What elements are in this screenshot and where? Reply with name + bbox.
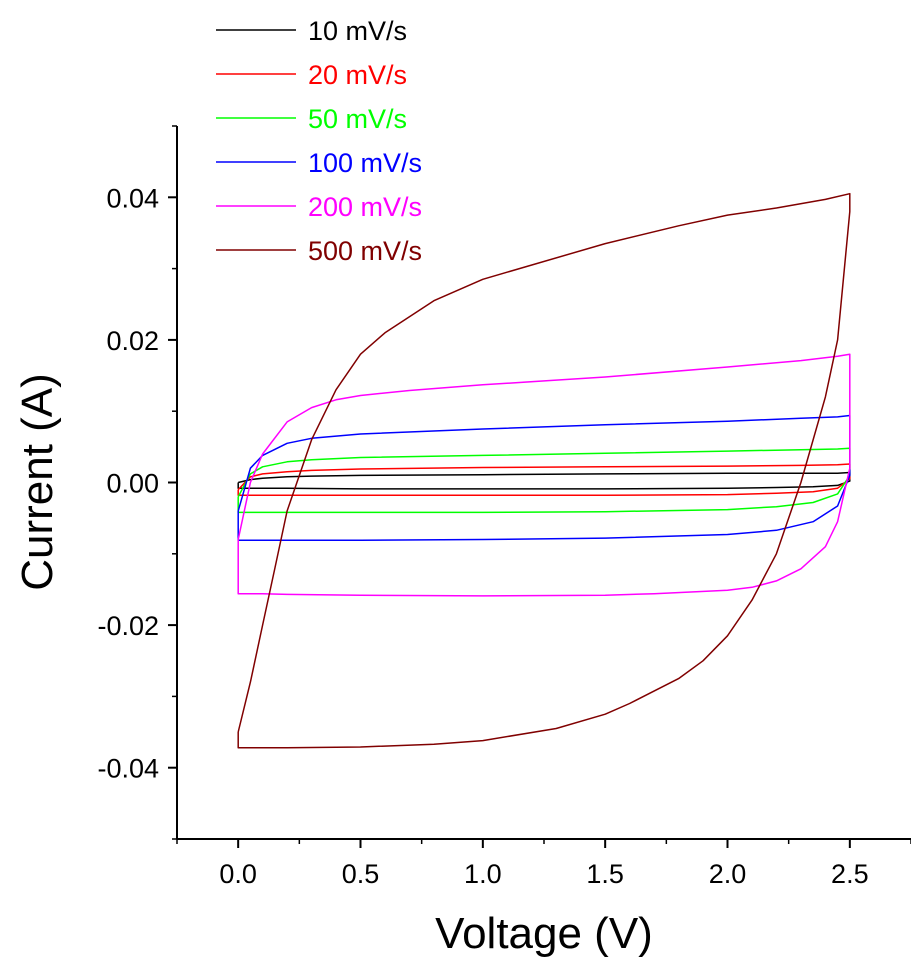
- plot-lines: [237, 192, 851, 749]
- y-tick-label: -0.04: [97, 754, 159, 784]
- series-line-4: [237, 353, 851, 597]
- y-tick-label: 0.04: [106, 183, 159, 213]
- x-tick-label: 1.5: [586, 859, 624, 889]
- x-tick-label: 1.0: [464, 859, 502, 889]
- series-line-2: [237, 447, 851, 514]
- x-tick-label: 0.0: [219, 859, 257, 889]
- x-tick-label: 0.5: [342, 859, 380, 889]
- legend-label-4: 200 mV/s: [308, 192, 422, 222]
- x-axis-title: Voltage (V): [435, 909, 653, 958]
- axes: 0.0 0.5 1.0 1.5 2.0 2.5 -0.04 -0.02 0.00 0.02 0.04: [97, 125, 911, 889]
- y-tick-label: 0.00: [106, 469, 159, 499]
- series-line-5: [237, 192, 851, 749]
- y-tick-label: -0.02: [97, 611, 159, 641]
- x-tick-label: 2.0: [709, 859, 747, 889]
- series-line-3: [237, 414, 851, 542]
- legend-label-3: 100 mV/s: [308, 148, 422, 178]
- legend-label-0: 10 mV/s: [308, 16, 407, 46]
- legend-label-5: 500 mV/s: [308, 236, 422, 266]
- legend-label-1: 20 mV/s: [308, 60, 407, 90]
- series-line-0: [237, 471, 851, 490]
- x-tick-label: 2.5: [831, 859, 869, 889]
- y-tick-label: 0.02: [106, 326, 159, 356]
- legend: 10 mV/s 20 mV/s 50 mV/s 100 mV/s 200 mV/s 500…: [216, 16, 422, 266]
- y-axis-title: Current (A): [13, 373, 62, 591]
- legend-label-2: 50 mV/s: [308, 104, 407, 134]
- series-line-1: [237, 463, 851, 497]
